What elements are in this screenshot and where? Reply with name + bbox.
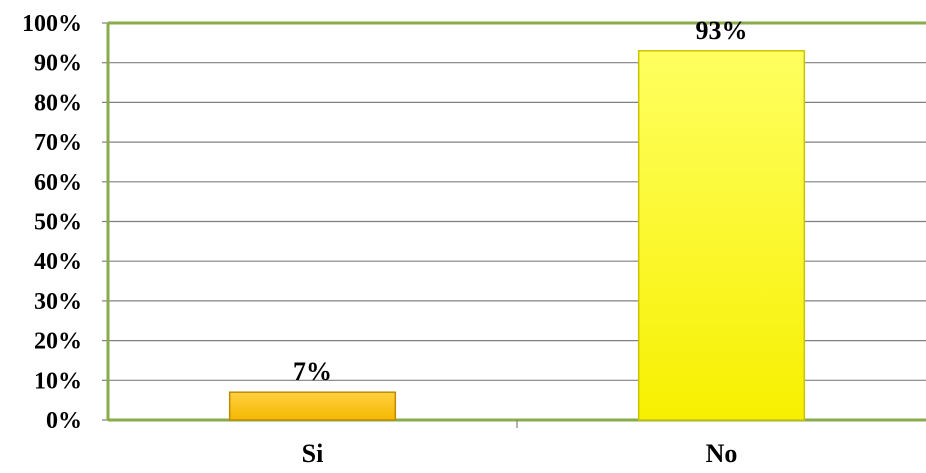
bar-no xyxy=(637,50,806,421)
labels: 0% 10% 20% 30% 40% 50% 60% 70% 80% 90% 100% 7% Si 93%… xyxy=(22,11,748,468)
x-tick-label-no: No xyxy=(706,439,738,468)
y-tick-label-80: 80% xyxy=(34,90,82,116)
data-label-no: 93% xyxy=(696,16,748,45)
y-tick-label-70: 70% xyxy=(34,130,82,156)
y-tick-label-30: 30% xyxy=(34,289,82,315)
x-tick-label-si: Si xyxy=(302,439,324,468)
y-tick-label-20: 20% xyxy=(34,329,82,355)
data-label-si: 7% xyxy=(293,357,332,386)
gridlines xyxy=(108,62,926,381)
y-tick-label-50: 50% xyxy=(34,210,82,236)
y-tick-label-40: 40% xyxy=(34,249,82,275)
y-tick-label-100: 100% xyxy=(22,11,82,37)
y-tick-label-90: 90% xyxy=(34,51,82,77)
y-tick-label-0: 0% xyxy=(46,408,82,434)
bars xyxy=(228,50,806,421)
bar-si xyxy=(228,391,397,421)
y-tick-label-10: 10% xyxy=(34,368,82,394)
y-tick-label-60: 60% xyxy=(34,170,82,196)
